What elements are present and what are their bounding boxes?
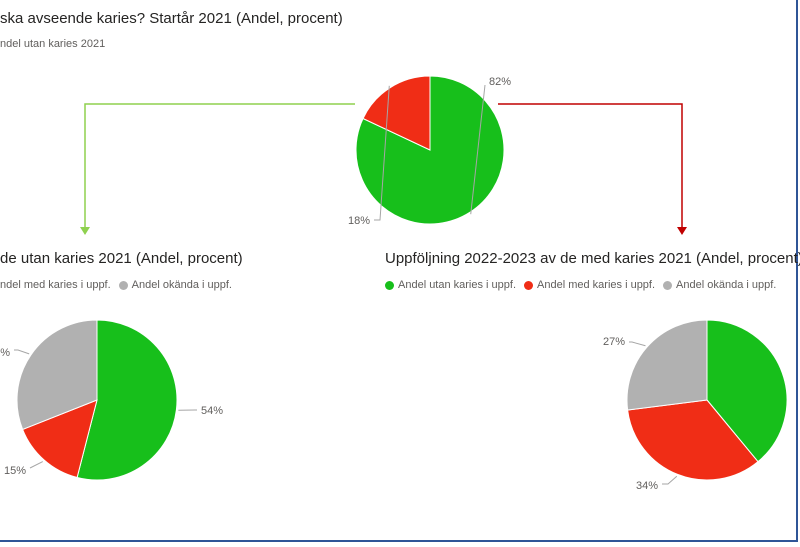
pie-2-slice-1[interactable] bbox=[627, 399, 759, 481]
pie-1-slice-2[interactable] bbox=[16, 319, 98, 431]
green-arrowhead bbox=[80, 227, 90, 235]
legend-item-okanda[interactable]: Andel okända i uppf. bbox=[118, 279, 232, 291]
legend-dot-grey bbox=[663, 280, 673, 290]
legend-dot-green bbox=[385, 280, 394, 290]
pie-2-data-label-1: 34% bbox=[636, 480, 658, 492]
right-chart-legend: Andel utan karies i uppf. Andel med kari… bbox=[385, 279, 780, 291]
red-connector-line bbox=[498, 103, 683, 228]
pie-0-data-label-1: 18% bbox=[348, 215, 370, 227]
pie-2-slice-2[interactable] bbox=[626, 319, 708, 411]
red-arrowhead bbox=[677, 227, 687, 235]
pie-0-leader-0 bbox=[470, 84, 486, 215]
top-chart-title: ska avseende karies? Startår 2021 (Andel… bbox=[0, 10, 343, 27]
top-chart-legend: ndel utan karies 2021 bbox=[0, 38, 106, 50]
pie-2-data-label-2: 27% bbox=[603, 336, 625, 348]
pie-1-data-label-0: 54% bbox=[201, 405, 223, 417]
pie-1-leader-2 bbox=[14, 349, 30, 355]
green-connector-line bbox=[84, 103, 355, 228]
legend-dot-grey bbox=[118, 280, 128, 290]
legend-item-utan-karies[interactable]: Andel utan karies i uppf. bbox=[385, 279, 516, 291]
legend-item-okanda[interactable]: Andel okända i uppf. bbox=[663, 279, 776, 291]
left-chart-title: de utan karies 2021 (Andel, procent) bbox=[0, 250, 243, 267]
pie-1-leader-1 bbox=[29, 461, 43, 469]
left-chart-legend: ndel med karies i uppf. Andel okända i u… bbox=[0, 279, 236, 291]
pie-2-leader-1 bbox=[662, 475, 678, 485]
pie-0-data-label-0: 82% bbox=[489, 76, 511, 88]
legend-dot-red bbox=[524, 280, 534, 290]
right-chart-title: Uppföljning 2022-2023 av de med karies 2… bbox=[385, 250, 800, 267]
pie-2-slice-0[interactable] bbox=[706, 319, 788, 463]
legend-item-med-karies[interactable]: Andel med karies i uppf. bbox=[524, 279, 655, 291]
pie-1-slice-0[interactable] bbox=[76, 319, 178, 481]
pie-0-slice-1[interactable] bbox=[362, 75, 431, 151]
pie-0-leader-1 bbox=[374, 85, 390, 221]
pie-2-leader-2 bbox=[629, 341, 646, 347]
legend-item-med-karies[interactable]: ndel med karies i uppf. bbox=[0, 279, 111, 291]
pie-1-data-label-1: 15% bbox=[4, 465, 26, 477]
pie-1-data-label-2: % bbox=[0, 347, 10, 359]
pie-1-slice-1[interactable] bbox=[21, 399, 98, 479]
